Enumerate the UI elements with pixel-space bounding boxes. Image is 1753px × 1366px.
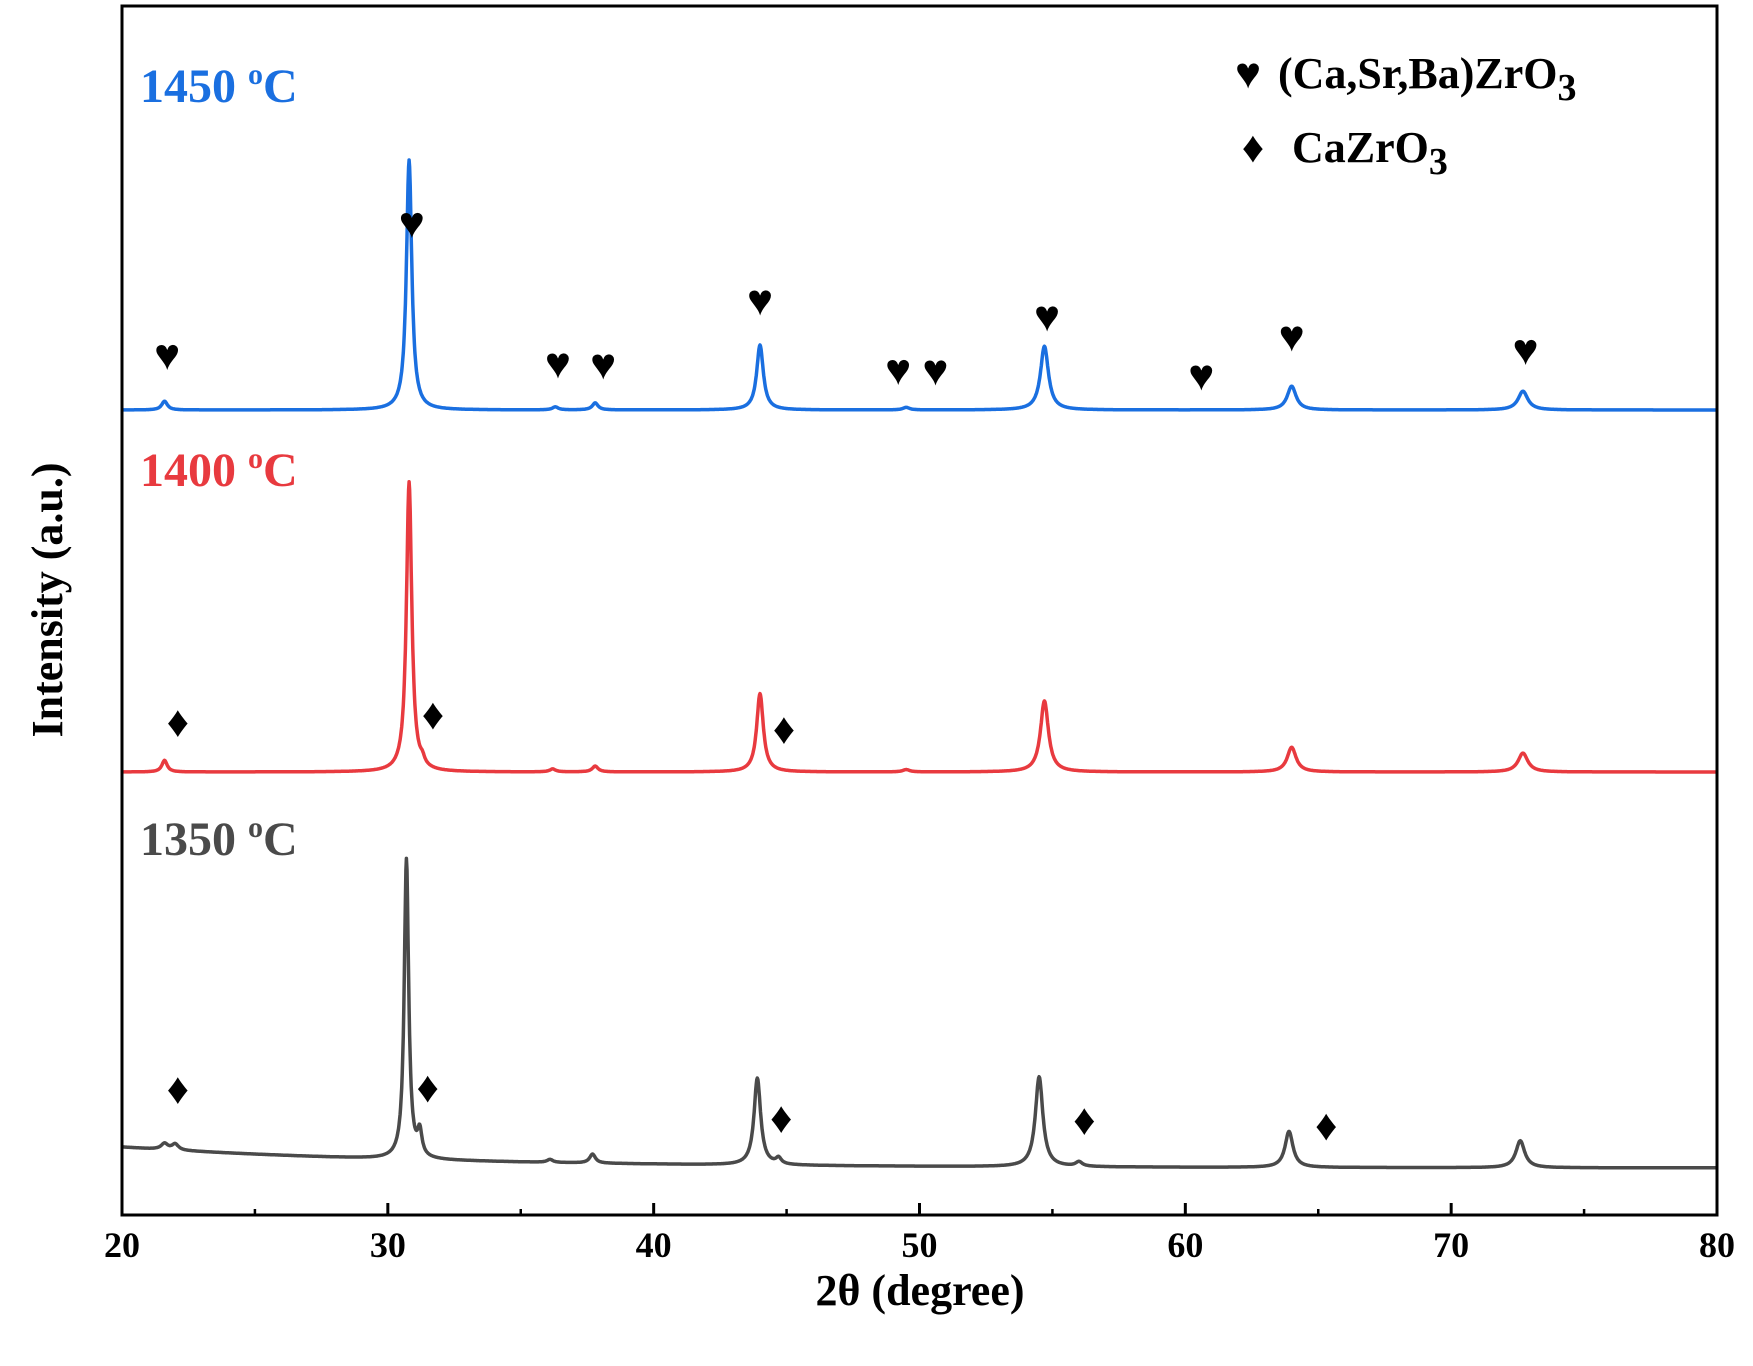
- x-tick-label-30: 30: [370, 1225, 406, 1265]
- series-line-1: [120, 158, 1719, 412]
- heart-marker-1-3: ♥: [545, 339, 571, 388]
- diamond-marker-3-5: ♦: [1315, 1101, 1337, 1150]
- heart-marker-1-5: ♥: [747, 276, 773, 325]
- series-line-2: [120, 480, 1719, 774]
- diamond-marker-3-3: ♦: [770, 1093, 792, 1142]
- series-label-unit: C: [263, 444, 298, 497]
- legend-label-subscript: 3: [1558, 67, 1577, 109]
- heart-marker-1-4: ♥: [590, 340, 616, 389]
- x-axis: 20 30 40 50 60 70 80: [104, 1203, 1735, 1265]
- y-axis-title: Intensity (a.u.): [23, 462, 72, 737]
- heart-marker-1-10: ♥: [1279, 312, 1305, 361]
- diamond-marker-3-1: ♦: [167, 1065, 189, 1114]
- series-label-3: 1350 oC: [140, 811, 298, 866]
- legend-label-text: CaZrO: [1292, 123, 1429, 172]
- heart-marker-1-6: ♥: [885, 345, 911, 394]
- diamond-marker-2-3: ♦: [773, 705, 795, 754]
- series-label-value: 1350: [140, 813, 248, 866]
- series-label-2: 1400 oC: [140, 442, 298, 497]
- series-label-unit: C: [263, 813, 298, 866]
- heart-marker-1-8: ♥: [1034, 292, 1060, 341]
- heart-marker-1-9: ♥: [1188, 351, 1214, 400]
- x-tick-label-80: 80: [1699, 1225, 1735, 1265]
- legend-label-2: CaZrO3: [1292, 123, 1448, 183]
- series-label-value: 1400: [140, 444, 248, 497]
- heart-marker-1-1: ♥: [154, 330, 180, 379]
- x-tick-label-20: 20: [104, 1225, 140, 1265]
- x-tick-label-60: 60: [1167, 1225, 1203, 1265]
- series-label-unit: C: [263, 60, 298, 113]
- heart-marker-1-7: ♥: [922, 346, 948, 395]
- x-tick-label-40: 40: [636, 1225, 672, 1265]
- x-axis-title: 2θ (degree): [815, 1266, 1024, 1315]
- x-tick-label-70: 70: [1433, 1225, 1469, 1265]
- heart-marker-1-11: ♥: [1513, 325, 1539, 374]
- diamond-marker-2-1: ♦: [167, 698, 189, 747]
- heart-marker-1-2: ♥: [399, 198, 425, 247]
- legend-label-text: (Ca,Sr,Ba)ZrO: [1278, 49, 1558, 98]
- series-label-degree: o: [248, 442, 263, 475]
- diamond-marker-3-2: ♦: [416, 1063, 438, 1112]
- series-line-3: [120, 856, 1719, 1170]
- diamond-marker-3-4: ♦: [1073, 1095, 1095, 1144]
- legend-label-1: (Ca,Sr,Ba)ZrO3: [1278, 49, 1577, 109]
- x-tick-label-50: 50: [902, 1225, 938, 1265]
- series-label-degree: o: [248, 811, 263, 844]
- legend: ♥ (Ca,Sr,Ba)ZrO3♦ CaZrO3: [1235, 49, 1577, 183]
- series-layer: [120, 158, 1719, 1170]
- marker-layer: ♥♥♥ ♥♥♥ ♥♥♥♥ ♥♦ ♦ ♦♦ ♦♦ ♦ ♦: [154, 198, 1539, 1149]
- plot-frame: [120, 4, 1719, 1217]
- heart-icon: ♥: [1235, 49, 1261, 98]
- diamond-marker-2-2: ♦: [422, 690, 444, 739]
- series-label-degree: o: [248, 58, 263, 91]
- legend-label-subscript: 3: [1429, 141, 1448, 183]
- series-label-value: 1450: [140, 60, 248, 113]
- series-label-1: 1450 oC: [140, 58, 298, 113]
- diamond-icon: ♦: [1242, 123, 1264, 172]
